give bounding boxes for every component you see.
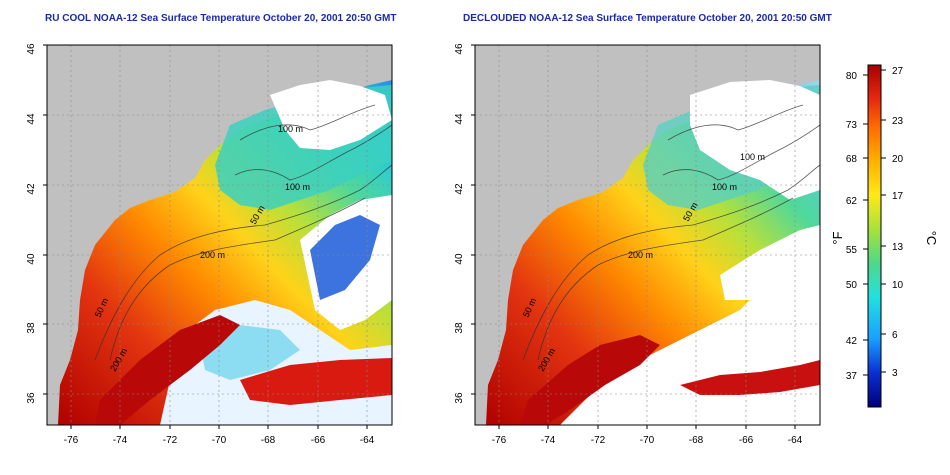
right-contour-label-2: 100 m: [712, 182, 737, 192]
right-contour-label-3: 50 m: [681, 201, 700, 223]
colorbar-f-labels: 80 73 68 62 55 50 42 37: [846, 71, 858, 382]
colorbar-c-tick: 20: [892, 154, 904, 165]
colorbar-c-tick: 10: [892, 280, 904, 291]
right-x-tick-labels: -76 -74 -72 -70 -68 -66 -64: [492, 435, 803, 446]
colorbar-c-tick: 13: [892, 242, 904, 253]
right-y-tick: 44: [454, 113, 465, 125]
left-map-title: RU COOL NOAA-12 Sea Surface Temperature …: [45, 13, 397, 24]
right-y-tick: 46: [454, 43, 465, 55]
right-map-title: DECLOUDED NOAA-12 Sea Surface Temperatur…: [463, 13, 832, 24]
left-x-tick-labels: -76 -74 -72 -70 -68 -66 -64: [64, 435, 375, 446]
left-map-cloud-band: [300, 195, 392, 330]
colorbar-c-tick: 6: [892, 330, 898, 341]
right-y-tick-labels: 46 44 42 40 38 36: [454, 43, 465, 404]
left-contour-label-6: 200 m: [108, 346, 129, 373]
left-contour-label-1: 100 m: [278, 124, 303, 134]
left-y-tick: 44: [26, 113, 37, 125]
colorbar-f-tick: 68: [846, 154, 858, 165]
right-map-gulf-of-maine: [643, 85, 820, 210]
left-x-tick: -64: [360, 435, 375, 446]
right-contour-label-1: 100 m: [740, 152, 765, 162]
right-x-tick: -68: [689, 435, 704, 446]
right-y-tick: 38: [454, 322, 465, 334]
left-map-grid: [47, 45, 392, 425]
left-map-contours: [94, 104, 392, 361]
colorbar-f-tick: 62: [846, 196, 858, 207]
right-map-frame: [474, 44, 821, 426]
left-axis-ticks: [43, 44, 368, 429]
colorbar-ticks: [863, 69, 886, 376]
left-x-tick: -76: [64, 435, 79, 446]
right-map-gulf-stream: [520, 335, 660, 425]
right-x-tick: -76: [492, 435, 507, 446]
left-y-tick: 42: [26, 183, 37, 195]
left-map-cyan-cloud: [200, 325, 300, 380]
right-y-tick: 40: [454, 253, 465, 265]
right-map-land: [475, 45, 820, 425]
right-map-sea: [486, 80, 820, 425]
left-map-sea: [58, 80, 392, 425]
left-map: 100 m 100 m 50 m 200 m 50 m 200 m: [47, 45, 392, 425]
colorbar-c-tick: 3: [892, 368, 898, 379]
colorbar-c-labels: 27 23 20 17 13 10 6 3: [892, 66, 904, 379]
colorbar-f-tick: 42: [846, 336, 858, 347]
left-y-tick: 46: [26, 43, 37, 55]
right-y-tick: 36: [454, 392, 465, 404]
left-map-gulf-stream: [95, 315, 240, 425]
left-contour-label-4: 200 m: [200, 250, 225, 260]
left-x-tick: -70: [212, 435, 227, 446]
right-map-cloud-north: [690, 80, 820, 200]
colorbar-c-tick: 27: [892, 66, 904, 77]
right-map-cloud-mask: [560, 240, 820, 425]
left-map-land: [47, 45, 392, 425]
right-x-tick: -66: [739, 435, 754, 446]
left-map-blue-cloud: [310, 215, 380, 300]
left-y-tick: 40: [26, 253, 37, 265]
right-contour-label-5: 50 m: [521, 296, 539, 318]
left-map-frame: [46, 44, 393, 426]
left-x-tick: -72: [163, 435, 178, 446]
colorbar-f-tick: 50: [846, 280, 858, 291]
left-y-tick: 38: [26, 322, 37, 334]
right-contour-label-4: 200 m: [628, 250, 653, 260]
right-map: 100 m 100 m 50 m 200 m 50 m 200 m: [475, 45, 820, 425]
colorbar: [867, 64, 882, 408]
right-contour-label-6: 200 m: [536, 346, 557, 373]
left-map-cold-patch: [270, 80, 392, 150]
colorbar-f-unit: °F: [830, 231, 845, 244]
right-x-tick: -74: [541, 435, 556, 446]
colorbar-f-tick: 55: [846, 245, 858, 256]
right-map-contours: [522, 104, 820, 361]
left-contour-label-5: 50 m: [93, 296, 111, 318]
right-map-grid: [475, 45, 820, 425]
colorbar-f-tick: 37: [846, 371, 858, 382]
colorbar-c-unit: °C: [924, 231, 939, 246]
right-map-cloud-east: [720, 225, 820, 300]
right-axis-ticks: [471, 44, 796, 429]
left-map-gulf-of-maine: [215, 85, 392, 210]
left-contour-label-3: 50 m: [248, 204, 267, 226]
left-map-warm-eddy: [240, 358, 392, 405]
left-contour-label-2: 100 m: [285, 182, 310, 192]
right-x-tick: -70: [640, 435, 655, 446]
left-x-tick: -74: [113, 435, 128, 446]
left-y-tick-labels: 46 44 42 40 38 36: [26, 43, 37, 404]
colorbar-f-tick: 73: [846, 120, 858, 131]
colorbar-c-tick: 23: [892, 116, 904, 127]
right-x-tick: -72: [591, 435, 606, 446]
right-x-tick: -64: [788, 435, 803, 446]
colorbar-f-tick: 80: [846, 71, 858, 82]
left-y-tick: 36: [26, 392, 37, 404]
colorbar-c-tick: 17: [892, 191, 904, 202]
left-x-tick: -68: [261, 435, 276, 446]
left-x-tick: -66: [311, 435, 326, 446]
left-map-cloud-south: [160, 300, 392, 425]
right-map-warm-patch: [680, 360, 820, 395]
right-y-tick: 42: [454, 183, 465, 195]
